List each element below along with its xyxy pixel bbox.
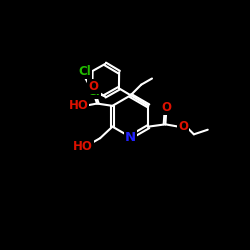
Text: O: O — [161, 101, 171, 114]
Text: HO: HO — [73, 140, 93, 153]
Text: N: N — [125, 130, 136, 143]
Text: Cl: Cl — [78, 65, 91, 78]
Text: O: O — [88, 80, 98, 93]
Text: O: O — [178, 120, 188, 133]
Text: HO: HO — [68, 99, 88, 112]
Text: Cl: Cl — [88, 85, 101, 98]
